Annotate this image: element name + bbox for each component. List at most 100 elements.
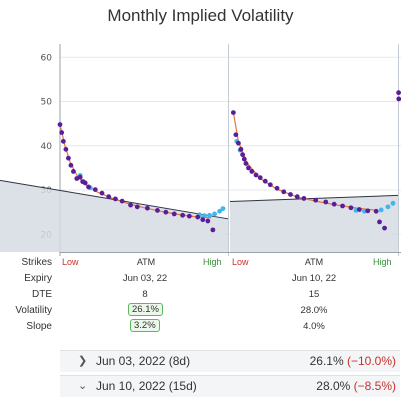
smile-point — [253, 172, 259, 178]
smile-point — [396, 96, 401, 102]
otm-point — [212, 211, 217, 217]
expiry-value-2: Jun 10, 22 — [291, 273, 337, 284]
slope-area — [0, 180, 228, 252]
smile-point — [66, 155, 71, 161]
smile-point — [243, 161, 249, 166]
chevron-down-icon: ⌄ — [78, 380, 88, 392]
strike-high-label-1: High — [203, 257, 222, 267]
strike-atm-label-2: ATM — [304, 257, 324, 267]
chevron-right-icon: ❯ — [78, 355, 88, 367]
smile-point — [77, 174, 83, 180]
fit-curve — [232, 112, 378, 211]
smile-point — [240, 152, 246, 158]
smile-point — [396, 90, 401, 96]
expiry-row-label: Jun 03, 2022 (8d) — [96, 354, 191, 368]
smile-point — [180, 212, 186, 218]
smile-point — [134, 204, 140, 210]
smile-point — [205, 218, 211, 224]
smile-point — [356, 207, 362, 212]
smile-point — [267, 182, 273, 188]
smile-point — [57, 122, 63, 127]
smile-point — [340, 203, 345, 209]
slope-area — [230, 195, 398, 252]
y-tick-label: 50 — [41, 98, 53, 108]
smile-point — [119, 198, 125, 204]
smile-point — [241, 156, 247, 162]
smile-point — [365, 208, 371, 214]
otm-point — [390, 200, 396, 206]
volatility-value-2: 28.0% — [300, 305, 328, 316]
smile-point — [236, 140, 241, 146]
otm-point — [220, 206, 226, 212]
smile-point — [86, 184, 91, 190]
smile-point — [288, 192, 293, 197]
smile-point — [128, 202, 133, 208]
smile-point — [171, 211, 177, 217]
smile-point — [331, 201, 337, 207]
strike-high-label-2: High — [373, 257, 392, 267]
smile-point — [233, 132, 239, 138]
expiry-row-2[interactable]: ⌄ Jun 10, 2022 (15d) 28.0% (−8.5%) — [60, 375, 400, 397]
smile-point — [377, 219, 382, 225]
smile-point — [113, 196, 118, 202]
row-label-volatility: Volatility — [15, 305, 52, 316]
smile-point — [373, 208, 379, 214]
smile-point — [60, 138, 66, 144]
expiry-row-change: (−8.5%) — [353, 379, 396, 393]
smile-point — [323, 199, 329, 205]
smile-point — [274, 185, 280, 191]
smile-point — [195, 214, 201, 220]
row-label-expiry: Expiry — [24, 273, 52, 284]
strike-low-label-2: Low — [232, 257, 249, 267]
row-label-slope: Slope — [26, 321, 52, 332]
chart-title: Monthly Implied Volatility — [107, 6, 294, 25]
smile-point — [230, 110, 236, 115]
smile-point — [144, 205, 150, 211]
smile-point — [301, 196, 307, 201]
smile-point — [294, 194, 300, 200]
expiry-row-1[interactable]: ❯ Jun 03, 2022 (8d) 26.1% (−10.0%) — [60, 350, 400, 372]
smile-point — [92, 187, 98, 193]
smile-point — [106, 194, 112, 200]
smile-point — [68, 162, 74, 168]
volatility-chart: 2030405060 — [0, 44, 401, 256]
slope-line — [229, 194, 399, 203]
expiry-row-value: 28.0% (−8.5%) — [316, 379, 396, 393]
expiry-value-1: Jun 03, 22 — [122, 273, 168, 284]
strike-low-label-1: Low — [62, 257, 79, 267]
expiry-row-value: 26.1% (−10.0%) — [309, 354, 396, 368]
smile-point — [59, 130, 65, 135]
smile-point — [281, 189, 287, 195]
otm-point — [207, 212, 212, 218]
smile-point — [257, 175, 263, 181]
smile-point — [99, 190, 105, 196]
y-tick-label: 60 — [41, 53, 53, 63]
otm-point — [385, 204, 391, 210]
smile-point — [238, 146, 244, 152]
slope-value-2: 4.0% — [303, 321, 325, 332]
expiry-row-label: Jun 10, 2022 (15d) — [96, 379, 197, 393]
dte-value-2: 15 — [308, 289, 320, 300]
y-tick-label: 40 — [41, 142, 53, 152]
smile-point — [262, 178, 268, 184]
expiry-row-change: (−10.0%) — [346, 354, 396, 368]
strike-atm-label-1: ATM — [136, 257, 156, 267]
smile-point — [71, 169, 76, 174]
otm-point — [217, 208, 223, 214]
smile-point — [200, 217, 206, 223]
smile-point — [63, 146, 69, 152]
volatility-value-1: 26.1% — [128, 303, 163, 316]
smile-point — [382, 225, 387, 231]
smile-point — [155, 208, 160, 213]
otm-point — [378, 207, 384, 213]
otm-point — [202, 213, 207, 219]
slope-value-1: 3.2% — [130, 319, 160, 332]
smile-point — [348, 205, 354, 211]
smile-point — [313, 197, 319, 203]
smile-point — [163, 209, 169, 215]
smile-point — [210, 227, 216, 233]
row-label-dte: DTE — [32, 289, 52, 300]
smile-point — [246, 165, 251, 171]
smile-point — [249, 169, 255, 174]
smile-point — [82, 180, 88, 186]
